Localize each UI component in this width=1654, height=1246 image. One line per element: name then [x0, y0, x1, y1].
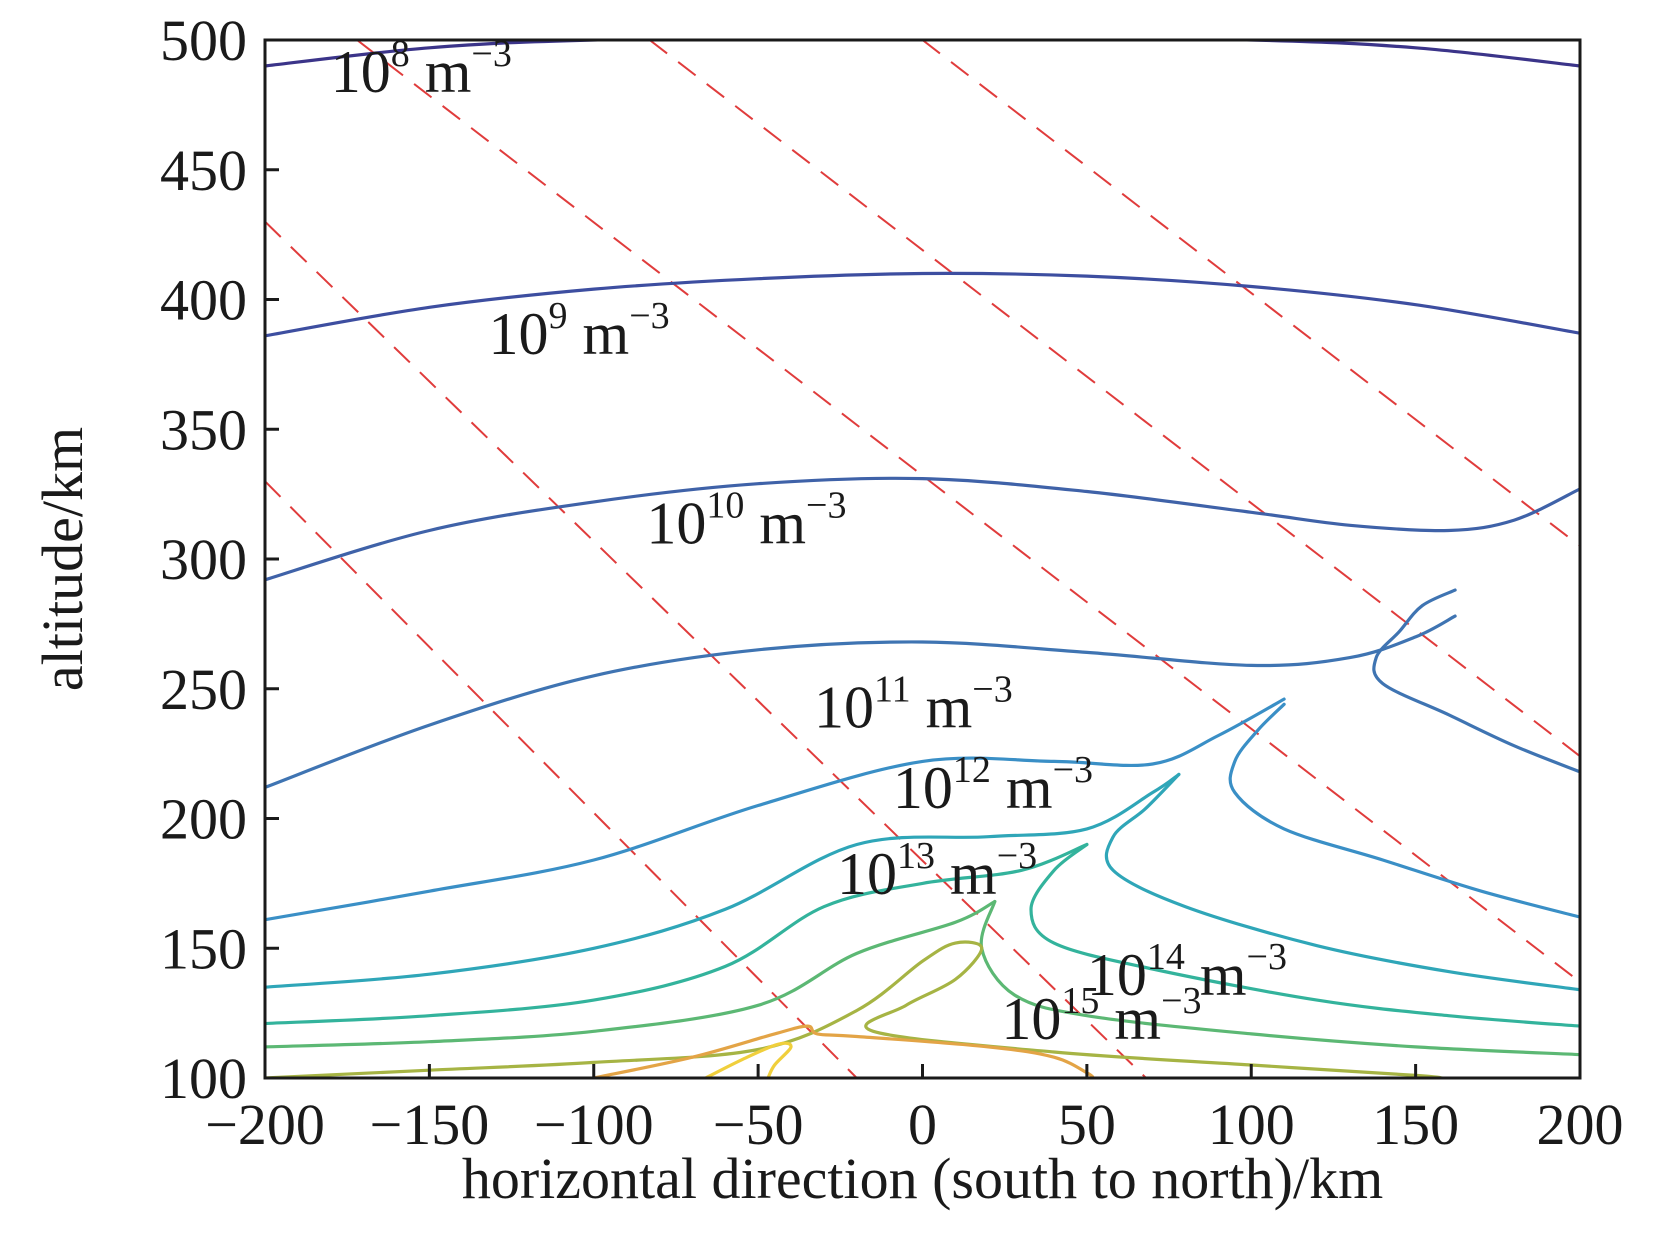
y-tick-label: 150 [160, 916, 247, 981]
contour-line-9 [265, 842, 1089, 1026]
contour-label-unit: m [911, 675, 973, 741]
contour-label-exponent: 8 [391, 33, 410, 75]
contour-label-unit-exponent: −3 [1053, 749, 1093, 791]
contour-label-exponent: 15 [1061, 980, 1099, 1022]
x-tick-label: 100 [1208, 1092, 1295, 1157]
contour-label-base: 10 [814, 675, 874, 741]
x-tick-label: 50 [1058, 1092, 1116, 1157]
contour-label-exponent: 10 [706, 484, 744, 526]
contour-label-unit: m [1185, 942, 1247, 1008]
contour-label-base: 10 [331, 39, 391, 105]
contour-line-7 [265, 772, 1181, 989]
contour-label-exponent: 12 [953, 749, 991, 791]
field-line-0 [356, 40, 1580, 983]
y-tick-label: 250 [160, 657, 247, 722]
y-axis-label: altitude/km [30, 427, 95, 691]
contour-label-unit-exponent: −3 [806, 484, 846, 526]
x-axis-label: horizontal direction (south to north)/km [462, 1146, 1383, 1211]
contour-label-unit: m [410, 39, 472, 105]
contour-line-0 [265, 40, 1580, 68]
contour-label-unit: m [568, 301, 630, 367]
field-line-3 [265, 220, 1147, 1078]
axes-layer [263, 38, 1582, 1080]
contour-label-1: 109 m−3 [489, 295, 670, 367]
x-tick-label: 200 [1537, 1092, 1624, 1157]
contour-label-9: 1014 m−3 [1087, 936, 1287, 1008]
contour-line-3 [265, 614, 1457, 789]
x-tick-label: 150 [1372, 1092, 1459, 1157]
contour-line-13 [265, 940, 1444, 1078]
y-tick-label: 350 [160, 397, 247, 462]
y-tick-label: 500 [160, 8, 247, 73]
contour-label-unit-exponent: −3 [1161, 980, 1201, 1022]
x-tick-label: 0 [908, 1092, 937, 1157]
contour-label-exponent: 9 [549, 295, 568, 337]
contour-label-unit-exponent: −3 [629, 295, 669, 337]
field-line-2 [921, 40, 1580, 547]
x-tick-label: −50 [713, 1092, 804, 1157]
contour-label-base: 10 [1001, 986, 1061, 1052]
contour-line-5 [265, 697, 1286, 922]
contour-line-8 [1104, 772, 1580, 992]
contour-label-unit: m [991, 755, 1053, 821]
contour-label-base: 10 [837, 841, 897, 907]
y-ticks-layer: 100 150 200 250 300 350 400 450 500 [160, 8, 279, 1111]
x-tick-label: −200 [205, 1092, 325, 1157]
contour-label-unit: m [1099, 986, 1161, 1052]
contour-line-6 [1228, 702, 1580, 919]
contours-layer [265, 40, 1580, 1078]
y-tick-label: 450 [160, 138, 247, 203]
contour-label-5: 1012 m−3 [893, 749, 1093, 821]
x-tick-label: −100 [534, 1092, 654, 1157]
contour-label-base: 10 [1087, 942, 1147, 1008]
field-lines-layer [265, 40, 1580, 1078]
y-tick-label: 200 [160, 787, 247, 852]
contour-line-14 [592, 1024, 1096, 1078]
contour-label-unit-exponent: −3 [972, 669, 1012, 711]
contour-line-1 [265, 271, 1580, 338]
contour-label-base: 10 [893, 755, 953, 821]
contour-label-0: 108 m−3 [331, 33, 512, 105]
contour-label-exponent: 11 [874, 669, 911, 711]
contour-label-unit-exponent: −3 [997, 835, 1037, 877]
plot-frame [263, 38, 1582, 1080]
field-line-4 [265, 480, 858, 1078]
x-tick-label: −150 [370, 1092, 490, 1157]
x-ticks-layer: −200 −150 −100 −50 0 50 100 150 200 [205, 1064, 1624, 1157]
contour-line-12 [979, 899, 1580, 1057]
contour-label-unit-exponent: −3 [1247, 936, 1287, 978]
contour-label-2: 1010 m−3 [646, 484, 846, 556]
contour-label-11: 1015 m−3 [1001, 980, 1201, 1052]
contour-label-exponent: 14 [1147, 936, 1185, 978]
field-line-1 [649, 40, 1580, 758]
contour-label-3: 1011 m−3 [814, 669, 1013, 741]
contour-line-4 [1372, 588, 1580, 774]
contour-line-15 [703, 1041, 793, 1078]
contour-label-base: 10 [646, 490, 706, 556]
y-tick-label: 400 [160, 268, 247, 333]
contour-line-11 [265, 899, 997, 1049]
contour-line-10 [1029, 842, 1580, 1028]
contour-label-unit: m [744, 490, 806, 556]
y-tick-label: 300 [160, 527, 247, 592]
contour-label-7: 1013 m−3 [837, 835, 1037, 907]
y-tick-label: 100 [160, 1046, 247, 1111]
contour-line-2 [265, 476, 1580, 582]
contour-label-base: 10 [489, 301, 549, 367]
contour-label-exponent: 13 [897, 835, 935, 877]
contour-label-unit: m [935, 841, 997, 907]
